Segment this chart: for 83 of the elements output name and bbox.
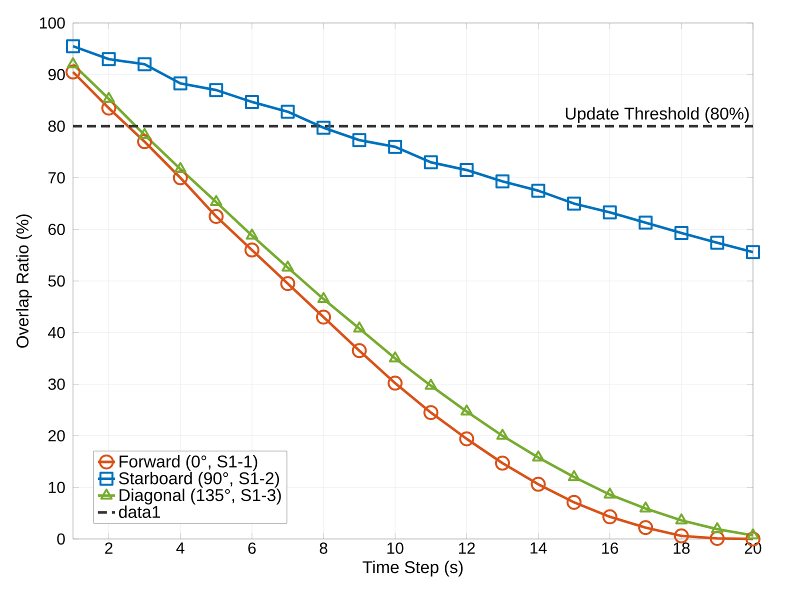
y-tick-label: 90 xyxy=(48,68,65,80)
point xyxy=(639,502,652,513)
point xyxy=(711,522,724,534)
point xyxy=(138,57,152,72)
point xyxy=(568,470,580,482)
point xyxy=(638,216,653,230)
y-tick-label: 30 xyxy=(48,378,65,390)
y-tick-label: 0 xyxy=(57,533,65,545)
point xyxy=(280,276,296,292)
point xyxy=(282,260,294,272)
point xyxy=(101,100,116,116)
point xyxy=(244,242,260,258)
x-tick-label: 8 xyxy=(320,542,328,554)
point xyxy=(674,528,689,544)
y-tick-label: 10 xyxy=(48,482,65,494)
y-axis-title: Overlap Ratio (%) xyxy=(16,214,32,348)
point xyxy=(208,208,224,224)
point xyxy=(602,205,617,220)
point xyxy=(246,228,258,240)
point xyxy=(172,170,188,186)
point xyxy=(530,476,546,492)
point xyxy=(566,494,582,510)
point xyxy=(532,450,544,462)
point xyxy=(460,163,474,178)
point xyxy=(602,509,618,524)
point xyxy=(388,140,402,154)
point xyxy=(604,488,616,499)
point xyxy=(280,104,295,119)
point xyxy=(424,378,438,390)
point xyxy=(352,133,366,148)
x-tick-label: 16 xyxy=(602,542,618,554)
point xyxy=(317,292,330,304)
point xyxy=(746,528,760,540)
point xyxy=(638,520,654,536)
legend-label: Starboard (90°, S1-2) xyxy=(119,472,279,488)
point xyxy=(495,174,510,188)
point xyxy=(746,245,760,260)
y-tick-label: 100 xyxy=(40,17,65,29)
x-tick-label: 12 xyxy=(459,542,475,554)
point xyxy=(316,120,331,135)
point xyxy=(567,196,582,211)
x-tick-label: 6 xyxy=(248,542,256,554)
point xyxy=(174,162,187,174)
y-tick-label: 50 xyxy=(48,275,65,287)
point xyxy=(388,351,402,362)
y-tick-label: 80 xyxy=(48,120,65,132)
y-tick-label: 40 xyxy=(48,326,65,338)
y-tick-label: 60 xyxy=(48,224,65,236)
annotation: Update Threshold (80%) xyxy=(566,107,749,123)
point xyxy=(102,52,116,66)
point xyxy=(66,64,81,80)
point xyxy=(675,513,688,524)
point xyxy=(710,530,725,546)
point xyxy=(459,431,474,446)
legend-label: data1 xyxy=(119,505,160,518)
point xyxy=(424,155,438,170)
point xyxy=(460,404,473,416)
point xyxy=(209,83,224,98)
point xyxy=(388,376,403,391)
point xyxy=(66,39,80,54)
x-axis-title: Time Step (s) xyxy=(362,560,463,577)
x-tick-label: 18 xyxy=(674,542,690,554)
x-tick-label: 10 xyxy=(387,542,404,554)
point xyxy=(137,134,152,150)
y-tick-label: 70 xyxy=(48,172,65,184)
point xyxy=(494,456,510,471)
point xyxy=(496,428,509,440)
x-tick-label: 2 xyxy=(105,542,112,554)
legend-label: Forward (0°, S1-1) xyxy=(120,455,258,471)
point xyxy=(710,236,724,250)
x-tick-label: 14 xyxy=(530,542,547,554)
y-tick-label: 20 xyxy=(48,430,65,442)
x-tick-label: 4 xyxy=(176,542,184,554)
point xyxy=(173,76,188,90)
point xyxy=(674,226,688,240)
legend-label: Diagonal (135°, S1-3) xyxy=(120,488,281,505)
point xyxy=(353,321,366,332)
point xyxy=(244,94,259,109)
point xyxy=(210,195,222,206)
point xyxy=(352,343,367,358)
point xyxy=(423,405,438,420)
point xyxy=(316,310,332,325)
point xyxy=(531,184,546,198)
